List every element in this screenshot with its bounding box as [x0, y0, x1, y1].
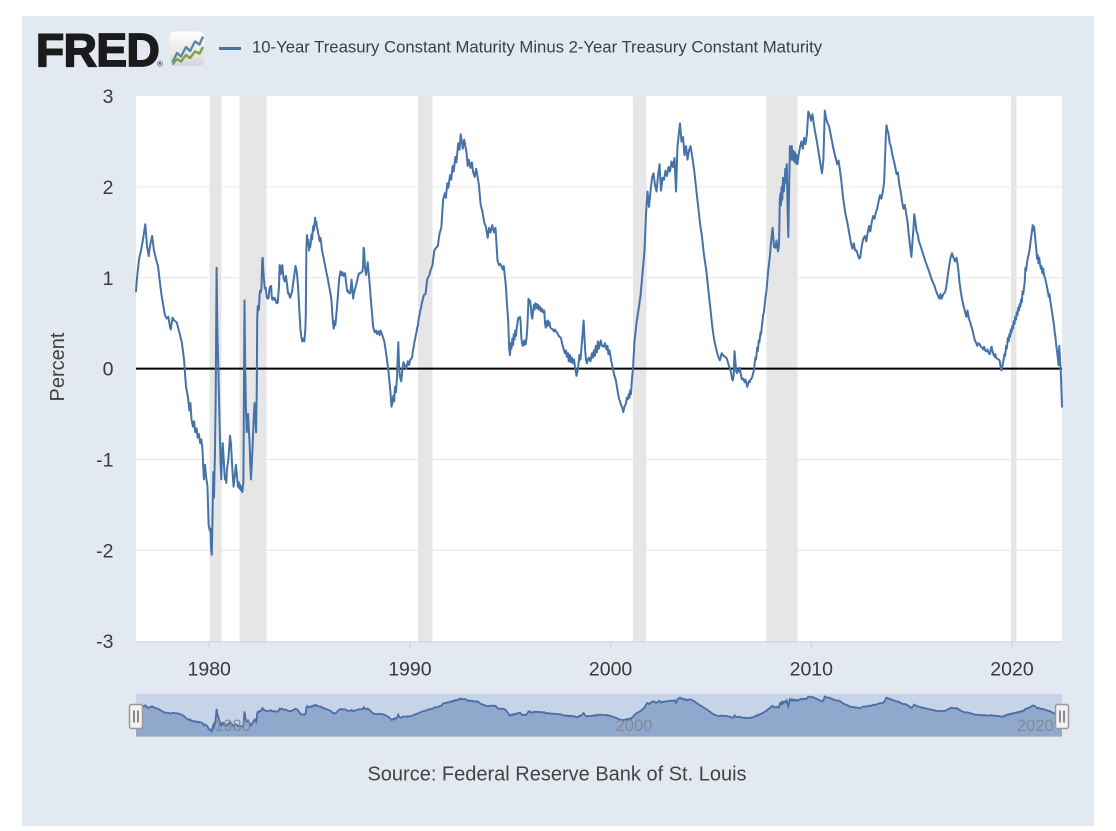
svg-text:®: ®: [157, 60, 163, 69]
svg-text:Source: Federal Reserve Bank o: Source: Federal Reserve Bank of St. Loui…: [367, 764, 746, 786]
svg-text:2010: 2010: [790, 659, 834, 681]
svg-text:2000: 2000: [616, 717, 653, 735]
svg-text:2: 2: [103, 177, 114, 199]
svg-text:-3: -3: [96, 631, 113, 653]
svg-text:FRED: FRED: [36, 24, 159, 76]
svg-text:2020: 2020: [990, 659, 1034, 681]
svg-text:1980: 1980: [214, 717, 251, 735]
svg-text:0: 0: [103, 359, 114, 381]
svg-text:-2: -2: [96, 540, 113, 562]
svg-text:2000: 2000: [589, 659, 633, 681]
svg-text:1: 1: [103, 268, 114, 290]
svg-text:3: 3: [103, 86, 114, 108]
svg-text:1980: 1980: [188, 659, 232, 681]
svg-text:1990: 1990: [388, 659, 432, 681]
svg-text:-1: -1: [96, 449, 113, 471]
svg-text:2020: 2020: [1017, 717, 1054, 735]
svg-text:Percent: Percent: [47, 332, 69, 401]
svg-text:10-Year Treasury Constant Matu: 10-Year Treasury Constant Maturity Minus…: [252, 38, 823, 57]
